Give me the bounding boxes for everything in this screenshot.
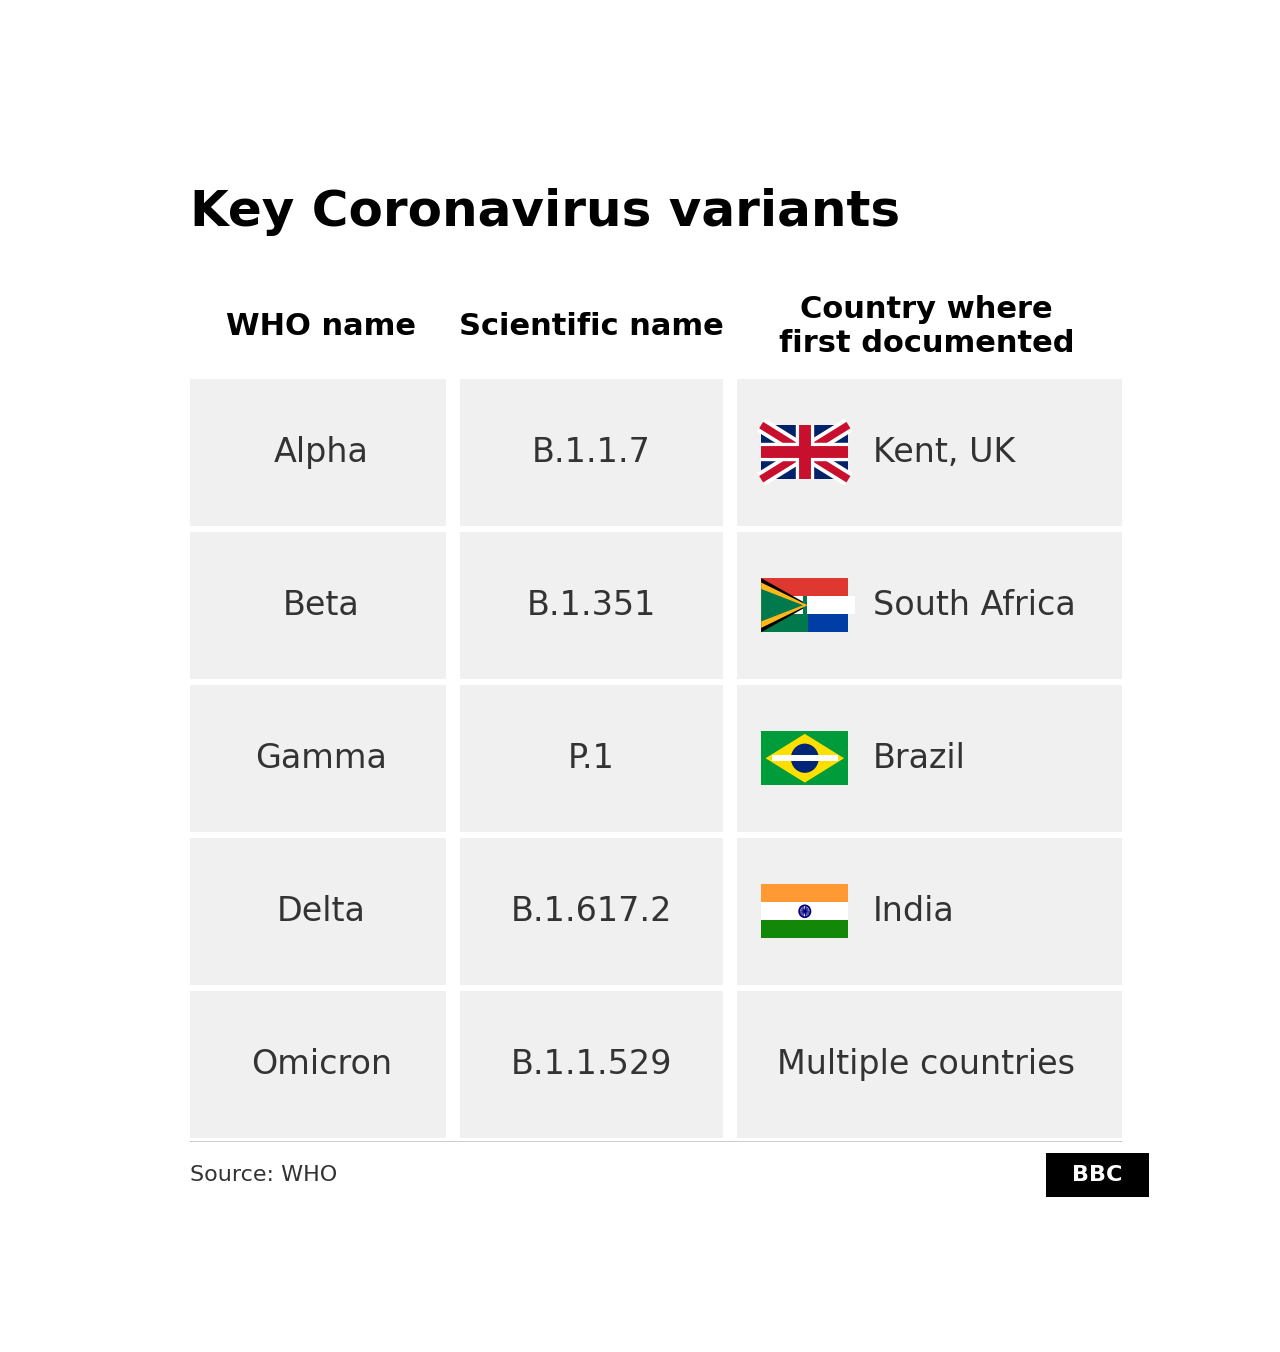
Bar xyxy=(737,531,1123,679)
Text: Omicron: Omicron xyxy=(251,1048,392,1080)
Bar xyxy=(762,425,849,479)
Bar xyxy=(762,884,849,902)
Text: Alpha: Alpha xyxy=(274,435,369,469)
Text: Key Coronavirus variants: Key Coronavirus variants xyxy=(189,188,900,237)
Bar xyxy=(189,838,445,984)
Text: India: India xyxy=(873,895,955,927)
Text: B.1.617.2: B.1.617.2 xyxy=(511,895,672,927)
Bar xyxy=(1046,1153,1149,1197)
Text: Delta: Delta xyxy=(276,895,366,927)
Polygon shape xyxy=(762,583,808,627)
Text: B.1.351: B.1.351 xyxy=(527,588,657,622)
Bar xyxy=(737,684,1123,831)
Text: Brazil: Brazil xyxy=(873,742,966,775)
Bar xyxy=(189,991,445,1138)
Text: Kent, UK: Kent, UK xyxy=(873,435,1015,469)
Text: South Africa: South Africa xyxy=(873,588,1076,622)
Bar xyxy=(460,379,723,526)
Bar xyxy=(803,596,855,614)
Text: Beta: Beta xyxy=(283,588,360,622)
Text: B.1.1.7: B.1.1.7 xyxy=(532,435,652,469)
Text: Country where
first documented: Country where first documented xyxy=(778,295,1074,357)
Bar xyxy=(189,379,445,526)
Bar xyxy=(762,902,849,921)
Bar xyxy=(762,596,849,614)
Text: BBC: BBC xyxy=(1073,1165,1123,1186)
Text: Multiple countries: Multiple countries xyxy=(777,1048,1075,1080)
Bar xyxy=(772,756,838,761)
Polygon shape xyxy=(762,589,803,622)
Bar xyxy=(762,614,849,633)
Bar xyxy=(189,684,445,831)
Bar xyxy=(460,684,723,831)
Bar xyxy=(762,921,849,938)
Bar xyxy=(460,531,723,679)
Bar xyxy=(762,579,849,596)
Text: Scientific name: Scientific name xyxy=(460,312,724,341)
Bar xyxy=(460,838,723,984)
Bar xyxy=(808,596,855,614)
Bar xyxy=(737,991,1123,1138)
Text: Gamma: Gamma xyxy=(255,742,387,775)
Text: P.1: P.1 xyxy=(568,742,614,775)
Text: B.1.1.529: B.1.1.529 xyxy=(511,1048,672,1080)
Bar xyxy=(737,379,1123,526)
Circle shape xyxy=(791,744,819,773)
Bar xyxy=(460,991,723,1138)
Bar xyxy=(808,579,849,596)
Polygon shape xyxy=(765,734,844,783)
Bar xyxy=(737,838,1123,984)
Bar xyxy=(189,531,445,679)
Text: Source: WHO: Source: WHO xyxy=(189,1165,337,1186)
Bar xyxy=(808,614,849,633)
Text: WHO name: WHO name xyxy=(227,312,416,341)
Polygon shape xyxy=(762,579,809,633)
Bar xyxy=(762,731,849,786)
